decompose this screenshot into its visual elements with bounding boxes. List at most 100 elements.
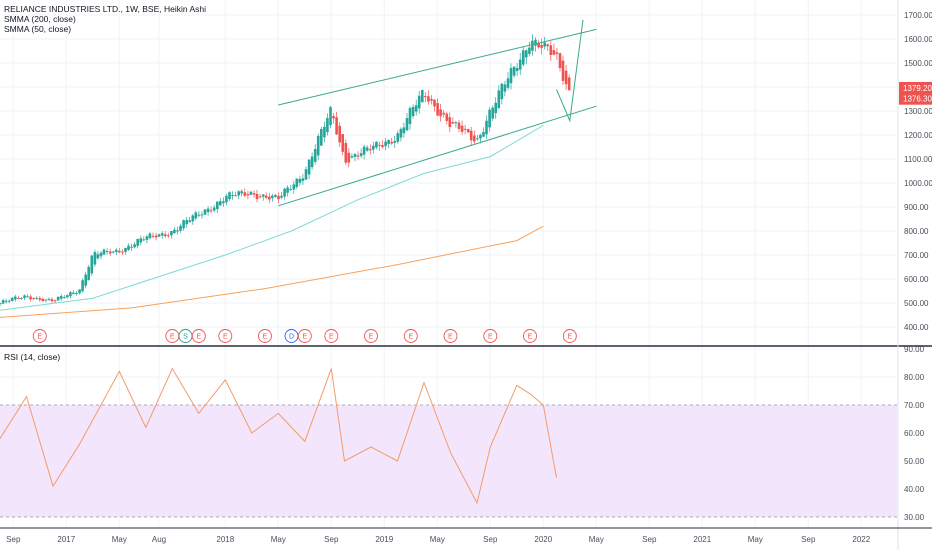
- candle-body: [424, 96, 427, 98]
- candle-body: [323, 126, 326, 138]
- candle-body: [261, 194, 265, 197]
- candle-body: [142, 239, 146, 241]
- time-tick-label: Sep: [6, 535, 21, 544]
- candle-body: [326, 118, 329, 133]
- time-tick-label: Sep: [483, 535, 498, 544]
- rsi-line: [0, 367, 557, 505]
- candle-body: [264, 195, 268, 198]
- candle-body: [515, 68, 519, 72]
- event-marker-label: E: [408, 334, 413, 341]
- candle-body: [427, 96, 430, 102]
- smma-50-legend[interactable]: SMMA (50, close): [4, 24, 72, 34]
- time-tick-label: Sep: [324, 535, 339, 544]
- candle-body: [555, 52, 559, 54]
- candle-body: [145, 236, 149, 240]
- event-marker-label: E: [263, 334, 268, 341]
- smma-200-legend[interactable]: SMMA (200, close): [4, 14, 76, 24]
- event-marker-label: E: [528, 334, 533, 341]
- candle-body: [546, 44, 549, 47]
- candle-body: [121, 251, 124, 253]
- event-marker-circle: [523, 329, 537, 343]
- trend-channel-drawings[interactable]: [278, 19, 597, 207]
- candle-body: [433, 99, 436, 107]
- candle-body: [283, 188, 286, 197]
- candle-body: [84, 274, 87, 286]
- rsi-tick-label: 40.00: [904, 485, 925, 494]
- candle-body: [7, 300, 11, 302]
- candle-body: [469, 130, 473, 141]
- price-tag-box: [899, 81, 932, 94]
- candle-body: [540, 45, 543, 48]
- candle-body: [222, 201, 225, 204]
- candle-body: [81, 280, 84, 292]
- time-tick-label: Aug: [152, 535, 166, 544]
- candle-body: [531, 40, 534, 51]
- time-tick-label: May: [748, 535, 763, 544]
- event-marker-label: E: [37, 334, 42, 341]
- candle-body: [479, 134, 482, 139]
- event-marker-label: E: [488, 334, 493, 341]
- candle-body: [163, 234, 167, 237]
- candle-body: [47, 298, 51, 300]
- candle-body: [167, 235, 170, 237]
- price-tick-label: 800.00: [904, 227, 929, 236]
- candle-body: [390, 141, 393, 144]
- time-axis[interactable]: Sep 2017 May Aug 2018 May Sep 2019 May Sep 2020 May…: [6, 535, 871, 544]
- candle-body: [157, 234, 161, 237]
- candle-body: [451, 122, 455, 124]
- price-tick-label: 1100.00: [904, 155, 932, 164]
- heikin-ashi-candles[interactable]: [0, 34, 571, 307]
- earnings-event-markers[interactable]: EEESEEEDEEEEEEEE: [32, 329, 577, 343]
- event-marker-circle: [191, 329, 206, 343]
- candle-body: [552, 50, 556, 55]
- price-tick-label: 900.00: [904, 203, 929, 212]
- smma-50-line: [0, 124, 544, 311]
- candle-body: [271, 195, 274, 199]
- rsi-title[interactable]: RSI (14, close): [4, 352, 61, 362]
- candle-body: [63, 297, 66, 299]
- candle-body: [534, 39, 537, 46]
- candle-body: [491, 107, 494, 119]
- candle-body: [405, 118, 409, 131]
- event-marker-label: E: [329, 334, 334, 341]
- candle-body: [500, 83, 504, 100]
- candle-body: [414, 105, 418, 112]
- candle-body: [304, 169, 308, 180]
- rsi-axis[interactable]: 90.00 80.00 70.00 60.00 50.00 40.00 30.00: [904, 345, 925, 522]
- candle-body: [421, 90, 424, 103]
- rsi-tick-label: 30.00: [904, 513, 925, 522]
- candle-body: [298, 178, 302, 183]
- event-marker-circle: [258, 329, 272, 343]
- candle-body: [525, 50, 528, 58]
- candle-body: [182, 220, 185, 229]
- candle-body: [231, 195, 234, 196]
- candle-body: [268, 196, 271, 200]
- channel-upper-line: [278, 28, 597, 106]
- candle-body: [197, 214, 201, 216]
- candle-body: [378, 144, 381, 146]
- time-tick-label: Sep: [642, 535, 657, 544]
- candle-body: [295, 178, 299, 187]
- price-axis[interactable]: 1700.001600.001500.001400.001300.001200.…: [904, 11, 932, 332]
- event-marker-label: E: [170, 334, 175, 341]
- rsi-tick-label: 80.00: [904, 373, 925, 382]
- symbol-title[interactable]: RELIANCE INDUSTRIES LTD., 1W, BSE, Heiki…: [4, 4, 207, 14]
- candle-body: [32, 297, 35, 299]
- price-tag-label: 1379.20: [903, 84, 932, 93]
- candle-body: [274, 195, 277, 197]
- candle-body: [173, 229, 176, 234]
- candle-body: [17, 298, 20, 299]
- candle-body: [23, 295, 26, 299]
- candle-body: [14, 296, 17, 300]
- chart-legend: RELIANCE INDUSTRIES LTD., 1W, BSE, Heiki…: [4, 4, 206, 34]
- price-tick-label: 1500.00: [904, 59, 932, 68]
- candle-body: [69, 292, 72, 297]
- candle-body: [445, 113, 449, 121]
- candle-body: [506, 78, 510, 88]
- candle-body: [522, 50, 525, 65]
- candle-body: [127, 245, 130, 250]
- candle-body: [509, 68, 513, 84]
- price-tick-label: 500.00: [904, 299, 929, 308]
- candle-body: [485, 120, 488, 135]
